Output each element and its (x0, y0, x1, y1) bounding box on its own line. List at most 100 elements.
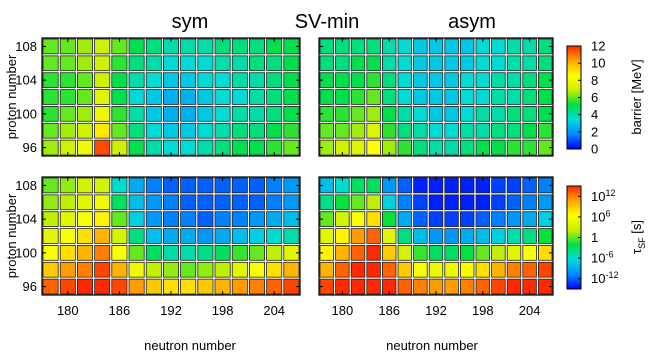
heatmap-cell (335, 245, 350, 261)
heatmap-cell (459, 89, 475, 105)
heatmap-cell (231, 55, 248, 72)
heatmap-cell (77, 106, 94, 122)
heatmap-cell (350, 194, 366, 211)
heatmap-cell (350, 177, 366, 194)
colorbar-tick-label: 6 (591, 90, 598, 105)
heatmap-cell (197, 194, 214, 211)
heatmap-cell (231, 122, 248, 139)
heatmap-cell (506, 122, 522, 139)
heatmap-cell (197, 245, 214, 261)
heatmap-cell (413, 72, 428, 88)
heatmap-cell (381, 106, 397, 122)
x-tick-label: 186 (109, 303, 131, 318)
heatmap-cell (231, 228, 248, 244)
heatmap-cell (444, 194, 459, 211)
heatmap-cell (180, 177, 197, 194)
heatmap-cell (59, 122, 76, 139)
heatmap-cell (335, 106, 350, 122)
heatmap-cell (413, 139, 428, 156)
heatmap-cell (428, 261, 444, 278)
heatmap-cell (94, 122, 111, 139)
heatmap-cell (145, 72, 162, 88)
heatmap-cell (180, 228, 197, 244)
heatmap-cell (145, 211, 162, 227)
y-tick-label: 104 (15, 212, 37, 227)
heatmap-cell (59, 89, 76, 105)
heatmap-cell (459, 245, 475, 261)
x-tick-label: 192 (425, 303, 447, 318)
heatmap-cell (59, 211, 76, 227)
colorbar-tick-label: 10-6 (591, 250, 613, 266)
heatmap-cell (444, 139, 459, 156)
heatmap-cell (491, 72, 506, 88)
heatmap-cell (413, 261, 428, 278)
heatmap-cell (413, 38, 428, 55)
heatmap-cell (145, 139, 162, 156)
heatmap-cell (413, 106, 428, 122)
heatmap-cell (397, 106, 413, 122)
heatmap-cell (459, 139, 475, 156)
heatmap-cell (491, 261, 506, 278)
heatmap-cell (231, 194, 248, 211)
heatmap-cell (77, 122, 94, 139)
heatmap-cell (266, 72, 283, 88)
heatmap-cell (162, 245, 179, 261)
heatmap-cell (397, 89, 413, 105)
heatmap-cell (283, 89, 300, 105)
heatmap-cell (335, 261, 350, 278)
heatmap-cell (111, 228, 128, 244)
panel-top-right (318, 37, 554, 157)
heatmap-cell (397, 55, 413, 72)
heatmap-cell (444, 38, 459, 55)
x-tick-label: 186 (378, 303, 400, 318)
heatmap-cell (444, 211, 459, 227)
y-tick-label: 100 (15, 245, 37, 260)
heatmap-cell (366, 177, 381, 194)
heatmap-cell (77, 139, 94, 156)
heatmap-cell (94, 278, 111, 295)
heatmap-cell (444, 228, 459, 244)
heatmap-cell (180, 106, 197, 122)
label-sv-min: SV-min (295, 11, 359, 33)
heatmap-cell (145, 122, 162, 139)
colorbar-tau: 1012 106 1 10-6 10-12 τSF [s] (566, 185, 647, 290)
heatmap-cell (506, 228, 522, 244)
heatmap-cell (366, 261, 381, 278)
heatmap-cell (128, 106, 145, 122)
colorbar-tick-label: 10 (591, 56, 605, 71)
heatmap-cell (538, 55, 553, 72)
heatmap-cell (428, 122, 444, 139)
heatmap-cell (248, 89, 265, 105)
heatmap-cell (428, 245, 444, 261)
heatmap-cell (381, 261, 397, 278)
heatmap-cell (231, 211, 248, 227)
heatmap-cell (214, 72, 231, 88)
heatmap-cell (128, 72, 145, 88)
heatmap-cell (94, 228, 111, 244)
heatmap-cell (197, 55, 214, 72)
heatmap-cell (366, 245, 381, 261)
heatmap-cell (248, 245, 265, 261)
x-tick-label: 198 (472, 303, 494, 318)
heatmap-cell (538, 122, 553, 139)
heatmap-cell (94, 139, 111, 156)
heatmap-cell (94, 177, 111, 194)
heatmap-cell (506, 261, 522, 278)
heatmap-cell (397, 177, 413, 194)
heatmap-cell (335, 194, 350, 211)
colorbar-tick-label: 8 (591, 73, 598, 88)
heatmap-cell (538, 261, 553, 278)
heatmap-cell (77, 177, 94, 194)
heatmap-cell (522, 245, 537, 261)
heatmap-cell (522, 55, 537, 72)
heatmap-cell (145, 228, 162, 244)
heatmap-cell (283, 261, 300, 278)
heatmap-cell (214, 106, 231, 122)
heatmap-cell (283, 194, 300, 211)
heatmap-cell (180, 89, 197, 105)
heatmap-cell (248, 106, 265, 122)
heatmap-cell (214, 194, 231, 211)
colorbar-tick-label: 1012 (591, 188, 615, 204)
heatmap-cell (413, 228, 428, 244)
